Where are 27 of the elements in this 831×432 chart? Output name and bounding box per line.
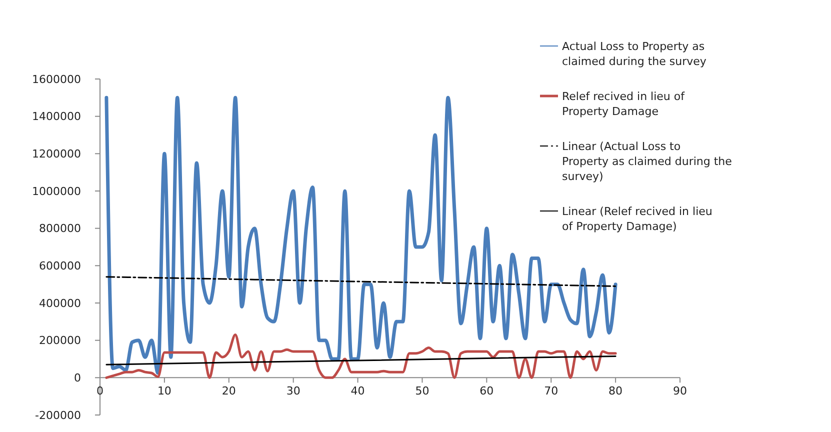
x-tick-label: 40 <box>350 384 365 398</box>
y-tick-label: 1600000 <box>32 72 81 86</box>
legend-label: Actual Loss to Property as claimed during the survey <box>562 40 707 68</box>
y-tick-label: 400000 <box>39 296 81 310</box>
y-tick-label: 1200000 <box>32 148 81 161</box>
legend-label: Linear (Relef recived in lieu of Property Damage) <box>562 205 712 233</box>
y-tick-label: 0 <box>74 372 81 385</box>
y-tick-label: 1400000 <box>32 110 81 124</box>
y-tick-label: 200000 <box>39 334 81 348</box>
line-series <box>106 276 616 287</box>
x-tick-label: 20 <box>222 384 236 398</box>
x-tick-label: 0 <box>96 384 104 398</box>
y-tick-label: 1000000 <box>32 184 81 198</box>
x-tick-label: 90 <box>673 384 687 398</box>
legend-label: Linear (Actual Loss to Property as claimed during the survey) <box>562 140 732 183</box>
y-tick-label: 800000 <box>39 222 81 236</box>
line-series <box>105 333 617 379</box>
line-series <box>106 355 616 366</box>
x-tick-label: 70 <box>544 384 558 398</box>
y-tick-label: -200000 <box>35 408 81 422</box>
x-tick-label: 60 <box>480 384 494 398</box>
x-tick-label: 80 <box>608 384 623 398</box>
legend-label: Relef recived in lieu of Property Damage <box>562 90 686 118</box>
x-tick-label: 30 <box>286 384 300 398</box>
x-tick-label: 50 <box>415 384 430 398</box>
y-tick-label: 600000 <box>39 260 81 273</box>
x-tick-label: 10 <box>157 384 172 398</box>
